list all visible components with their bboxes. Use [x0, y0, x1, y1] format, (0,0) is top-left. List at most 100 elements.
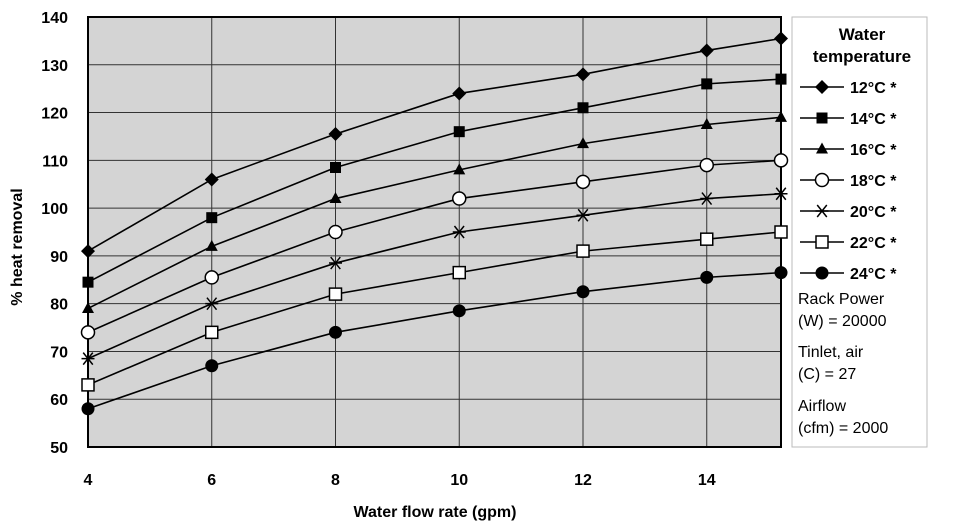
data-point-marker — [204, 172, 219, 187]
legend-item: 14°C * — [800, 111, 897, 128]
data-point-marker — [205, 359, 219, 373]
y-tick-label: 90 — [50, 249, 68, 266]
data-point-marker — [700, 118, 713, 129]
legend-marker — [816, 142, 828, 154]
legend-label: 16°C * — [850, 142, 897, 159]
data-point-marker — [82, 276, 94, 288]
x-tick-label: 14 — [698, 472, 716, 489]
legend: Water temperature 12°C * 14°C * 16°C * 18°C *… — [791, 16, 928, 448]
data-point-marker — [774, 187, 788, 201]
data-point-marker — [700, 270, 714, 284]
legend-item: 22°C * — [800, 235, 897, 252]
series-6 — [81, 225, 788, 392]
data-point-marker — [329, 192, 342, 204]
y-axis-title: % heat removal — [9, 188, 26, 305]
data-point-marker — [82, 301, 94, 313]
data-point-marker — [576, 244, 590, 258]
legend-marker — [816, 112, 828, 124]
legend-marker — [815, 266, 829, 280]
note-line: (cfm) = 2000 — [798, 420, 888, 437]
note-line: Rack Power — [798, 291, 885, 308]
series-7 — [81, 266, 788, 416]
y-tick-label: 100 — [41, 201, 68, 218]
x-tick-label: 12 — [574, 472, 592, 489]
data-point-marker — [774, 225, 788, 239]
data-point-marker — [773, 153, 789, 168]
data-point-marker — [81, 352, 95, 366]
y-tick-label: 50 — [50, 440, 68, 457]
y-tick-label: 130 — [41, 58, 68, 75]
legend-marker — [815, 80, 829, 94]
legend-label: 14°C * — [850, 111, 897, 128]
series-4 — [80, 153, 789, 340]
legend-item: 12°C * — [800, 80, 897, 97]
legend-item: 18°C * — [800, 172, 897, 190]
data-point-marker — [204, 270, 219, 285]
legend-marker — [815, 235, 829, 249]
legend-marker — [815, 204, 829, 218]
data-point-marker — [206, 212, 218, 224]
y-tick-label: 110 — [42, 153, 68, 170]
legend-title-line-2: temperature — [813, 47, 911, 66]
data-point-marker — [699, 43, 714, 58]
legend-title: Water — [839, 25, 886, 44]
legend-label: 18°C * — [850, 173, 897, 190]
data-point-marker — [205, 297, 219, 311]
data-point-marker — [699, 157, 714, 173]
data-point-marker — [452, 265, 466, 280]
data-point-marker — [205, 325, 219, 340]
data-point-marker — [774, 266, 788, 280]
series-2 — [82, 73, 787, 288]
legend-item: 24°C * — [800, 266, 897, 283]
data-point-marker — [700, 232, 714, 246]
y-tick-label: 120 — [41, 106, 68, 123]
x-tick-label: 6 — [207, 472, 216, 489]
legend-label: 12°C * — [850, 80, 897, 97]
data-point-marker — [576, 208, 590, 222]
data-point-marker — [577, 102, 589, 114]
legend-item: 20°C * — [800, 204, 897, 221]
data-point-marker — [330, 162, 341, 173]
data-point-marker — [328, 127, 343, 142]
legend-label: 24°C * — [850, 266, 897, 283]
legend-box — [791, 16, 928, 448]
note-line: (C) = 27 — [798, 366, 856, 383]
data-point-marker — [453, 163, 466, 175]
y-tick-label: 80 — [50, 297, 68, 314]
data-point-marker — [81, 378, 95, 392]
data-point-marker — [328, 224, 343, 240]
data-point-marker — [453, 126, 465, 138]
plot-background — [88, 17, 781, 447]
data-point-marker — [576, 285, 590, 299]
data-point-marker — [452, 86, 467, 101]
data-point-marker — [328, 287, 343, 301]
y-tick-label: 60 — [50, 392, 68, 409]
series-group — [80, 31, 789, 416]
data-point-marker — [81, 402, 95, 416]
note-line: Airflow — [798, 398, 846, 415]
data-point-marker — [774, 31, 788, 46]
data-point-marker — [577, 137, 589, 149]
x-tick-label: 8 — [331, 472, 340, 489]
data-point-marker — [775, 110, 787, 122]
x-tick-label: 4 — [84, 472, 93, 489]
data-point-marker — [80, 325, 96, 340]
data-point-marker — [452, 225, 466, 239]
data-point-marker — [205, 239, 218, 251]
x-tick-label: 10 — [450, 472, 468, 489]
y-tick-label: 140 — [41, 10, 68, 27]
data-point-marker — [329, 325, 342, 339]
legend-item: 16°C * — [800, 142, 897, 159]
data-point-marker — [329, 256, 342, 270]
note-line: Tinlet, air — [798, 344, 864, 361]
data-point-marker — [701, 78, 713, 90]
series-5 — [81, 187, 788, 366]
legend-label: 20°C * — [850, 204, 897, 221]
legend-label: 22°C * — [850, 235, 897, 252]
series-1 — [81, 31, 788, 259]
legend-marker — [814, 172, 830, 188]
data-point-marker — [452, 191, 467, 206]
x-axis-title: Water flow rate (gpm) — [354, 504, 517, 521]
data-point-marker — [700, 192, 714, 206]
